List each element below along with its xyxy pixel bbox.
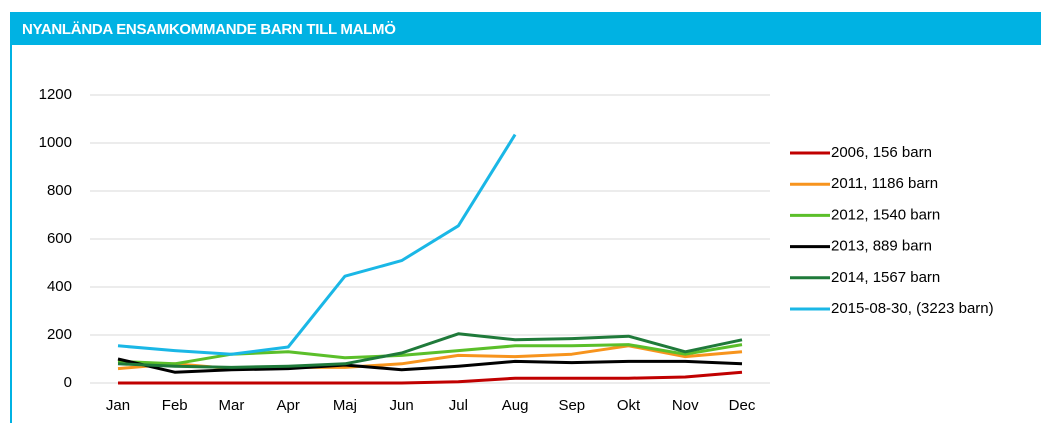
x-tick-label: Mar: [219, 397, 245, 414]
x-tick-label: Maj: [333, 397, 357, 414]
legend-label: 2015-08-30, (3223 barn): [831, 300, 994, 317]
y-tick-label: 600: [47, 230, 72, 247]
x-tick-label: Dec: [729, 397, 756, 414]
x-tick-label: Jul: [449, 397, 468, 414]
legend-label: 2014, 1567 barn: [831, 269, 940, 286]
data-line: [118, 370, 743, 385]
y-tick-label: 800: [47, 182, 72, 199]
data-line: [117, 357, 743, 374]
y-tick-label: 400: [47, 278, 72, 295]
y-tick-label: 0: [64, 374, 72, 391]
legend-label: 2012, 1540 barn: [831, 206, 940, 223]
y-tick-label: 1200: [39, 86, 72, 103]
legend-label: 2011, 1186 barn: [831, 175, 938, 192]
data-line: [117, 332, 743, 369]
chart-title: NYANLÄNDA ENSAMKOMMANDE BARN TILL MALMÖ: [22, 21, 396, 38]
legend-label: 2006, 156 barn: [831, 144, 932, 161]
x-tick-label: Sep: [558, 397, 585, 414]
data-line: [117, 133, 517, 356]
x-tick-label: Okt: [617, 397, 641, 414]
x-tick-label: Aug: [502, 397, 529, 414]
header-bar: NYANLÄNDA ENSAMKOMMANDE BARN TILL MALMÖ: [10, 12, 1041, 45]
left-border: [10, 45, 12, 423]
x-tick-label: Jun: [390, 397, 414, 414]
x-tick-label: Nov: [672, 397, 699, 414]
data-line: [117, 343, 743, 366]
legend-label: 2013, 889 barn: [831, 238, 932, 255]
y-tick-label: 1000: [39, 134, 72, 151]
x-tick-label: Feb: [162, 397, 188, 414]
y-tick-label: 200: [47, 326, 72, 343]
x-tick-label: Apr: [277, 397, 300, 414]
x-tick-label: Jan: [106, 397, 130, 414]
